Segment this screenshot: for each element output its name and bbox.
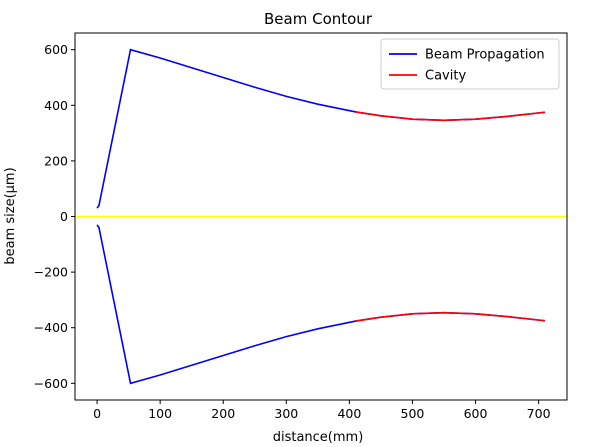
- x-tick-label: 700: [527, 406, 551, 421]
- x-tick-label: 400: [337, 406, 361, 421]
- y-tick-label: 0: [60, 209, 68, 224]
- legend-label-beam-propagation: Beam Propagation: [425, 48, 545, 63]
- x-tick-label: 100: [148, 406, 172, 421]
- cavity-lower-line: [355, 311, 546, 322]
- x-tick-label: 300: [274, 406, 298, 421]
- chart-title: Beam Contour: [264, 10, 373, 28]
- y-tick-label: 600: [44, 42, 68, 57]
- x-tick-label: 0: [93, 406, 101, 421]
- y-tick-label: 200: [44, 153, 68, 168]
- cavity-upper-line: [355, 111, 546, 122]
- y-tick-label: 400: [44, 98, 68, 113]
- legend-box: [380, 38, 560, 90]
- y-tick-label: −400: [34, 320, 68, 335]
- beam-propagation-lower-line: [96, 224, 546, 385]
- legend: Beam Propagation Cavity: [380, 38, 560, 90]
- x-tick-label: 600: [464, 406, 488, 421]
- y-tick-label: −200: [34, 265, 68, 280]
- y-tick-label: −600: [34, 376, 68, 391]
- x-tick-label: 200: [211, 406, 235, 421]
- legend-label-cavity: Cavity: [425, 69, 466, 84]
- y-axis-label: beam size(μm): [3, 167, 18, 264]
- x-axis-label: distance(mm): [273, 430, 364, 445]
- x-tick-label: 500: [401, 406, 425, 421]
